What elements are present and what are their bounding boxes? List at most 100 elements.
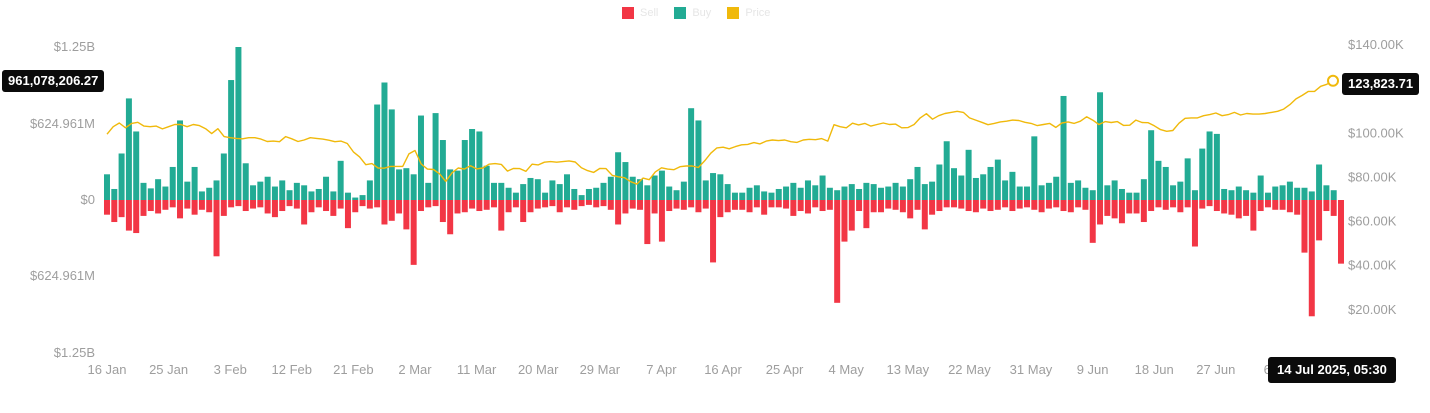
buy-bar bbox=[388, 109, 395, 200]
buy-bar bbox=[812, 185, 819, 200]
sell-bar bbox=[242, 200, 249, 212]
x-axis-tick: 9 Jun bbox=[1077, 362, 1109, 377]
buy-bar bbox=[834, 190, 841, 200]
legend-item-buy[interactable]: Buy bbox=[674, 7, 711, 19]
buy-bar bbox=[987, 166, 994, 200]
x-axis-tick: 11 Mar bbox=[457, 362, 497, 377]
buy-bar bbox=[724, 184, 731, 200]
buy-bar bbox=[403, 168, 410, 200]
buy-bar bbox=[381, 82, 388, 200]
buy-bar bbox=[1177, 181, 1184, 200]
sell-bar bbox=[1024, 200, 1031, 208]
sell-bar bbox=[1053, 200, 1060, 208]
sell-bar bbox=[1177, 200, 1184, 213]
sell-bar bbox=[1301, 200, 1308, 253]
buy-bar bbox=[571, 188, 578, 200]
sell-bar bbox=[257, 200, 264, 208]
sell-bar bbox=[841, 200, 848, 242]
x-axis-tick: 25 Apr bbox=[766, 362, 804, 377]
sell-bar bbox=[980, 200, 987, 209]
buy-bar bbox=[1111, 180, 1118, 200]
right-axis-tick: $100.00K bbox=[1348, 125, 1404, 140]
sell-bar bbox=[527, 200, 534, 213]
sell-bar bbox=[717, 200, 724, 218]
sell-bar bbox=[125, 200, 132, 231]
sell-bar bbox=[469, 200, 476, 209]
sell-bar bbox=[235, 200, 242, 207]
buy-bar bbox=[118, 153, 125, 200]
sell-bar bbox=[447, 200, 454, 235]
buy-bar bbox=[564, 174, 570, 200]
sell-bar bbox=[461, 200, 468, 213]
buy-bar bbox=[352, 197, 359, 200]
buy-bar bbox=[1170, 185, 1177, 200]
buy-bar bbox=[315, 188, 322, 200]
legend-item-sell[interactable]: Sell bbox=[622, 7, 658, 19]
sell-bar bbox=[680, 200, 687, 210]
buy-bar bbox=[637, 179, 644, 200]
buy-bar bbox=[301, 185, 308, 200]
sell-bar bbox=[1140, 200, 1147, 223]
buy-bar bbox=[1316, 164, 1323, 200]
buy-bar bbox=[1257, 175, 1264, 200]
buy-bar bbox=[461, 140, 468, 200]
sell-bar bbox=[1294, 200, 1301, 215]
sell-bar bbox=[615, 200, 622, 225]
sell-bar bbox=[534, 200, 541, 209]
buy-bar bbox=[863, 182, 870, 200]
sell-bar bbox=[454, 200, 461, 214]
buy-bar bbox=[308, 191, 315, 200]
buy-bar bbox=[856, 188, 863, 200]
buy-bar bbox=[907, 179, 914, 200]
right-axis-tick: $140.00K bbox=[1348, 37, 1404, 52]
sell-bar bbox=[593, 200, 600, 208]
x-axis-tick: 16 Jan bbox=[87, 362, 126, 377]
buy-bar bbox=[1221, 188, 1228, 200]
buy-bar bbox=[323, 176, 330, 200]
buy-bar bbox=[775, 188, 782, 200]
x-axis-tick: 25 Jan bbox=[149, 362, 188, 377]
buy-bar bbox=[965, 149, 972, 200]
sell-bar bbox=[965, 200, 972, 212]
sell-bar bbox=[1009, 200, 1016, 212]
buy-bar bbox=[753, 185, 760, 200]
x-axis-tick: 29 Mar bbox=[580, 362, 621, 377]
buy-bar bbox=[162, 186, 169, 200]
legend-item-price[interactable]: Price bbox=[727, 7, 770, 19]
sell-bar bbox=[301, 200, 308, 225]
buy-bar bbox=[1206, 131, 1213, 200]
x-axis-tick: 21 Feb bbox=[333, 362, 373, 377]
sell-bar bbox=[1213, 200, 1220, 212]
sell-bar bbox=[1155, 200, 1162, 208]
sell-bar bbox=[644, 200, 651, 245]
sell-bar bbox=[899, 200, 906, 213]
buy-bar bbox=[877, 187, 884, 200]
buy-bar bbox=[242, 163, 249, 200]
sell-bar bbox=[388, 200, 395, 221]
buy-bar bbox=[1082, 187, 1089, 200]
sell-bar bbox=[943, 200, 950, 208]
sell-bar bbox=[483, 200, 490, 210]
buy-bar bbox=[476, 131, 483, 200]
sell-bar bbox=[585, 200, 592, 205]
buy-bar bbox=[717, 174, 724, 200]
sell-bar bbox=[753, 200, 760, 208]
buy-bar bbox=[1264, 192, 1271, 200]
sell-bar bbox=[856, 200, 863, 212]
x-axis: 16 Jan 25 Jan 3 Feb 12 Feb 21 Feb 2 Mar 11 Mar… bbox=[87, 362, 1291, 377]
buy-bar bbox=[885, 186, 892, 200]
sell-bar bbox=[155, 200, 162, 214]
legend-label-price: Price bbox=[745, 7, 771, 19]
right-axis-tick: $20.00K bbox=[1348, 302, 1397, 317]
sell-bar bbox=[1286, 200, 1293, 213]
price-crosshair-value: 123,823.71 bbox=[1342, 73, 1420, 95]
right-axis-tick: $60.00K bbox=[1348, 214, 1397, 229]
buy-bar bbox=[1184, 158, 1191, 200]
buy-bar bbox=[1089, 190, 1096, 200]
sell-bar bbox=[1316, 200, 1323, 241]
sell-bar bbox=[111, 200, 118, 223]
sell-bar bbox=[951, 200, 957, 208]
sell-bar bbox=[396, 200, 403, 214]
buy-bar bbox=[1279, 185, 1286, 200]
